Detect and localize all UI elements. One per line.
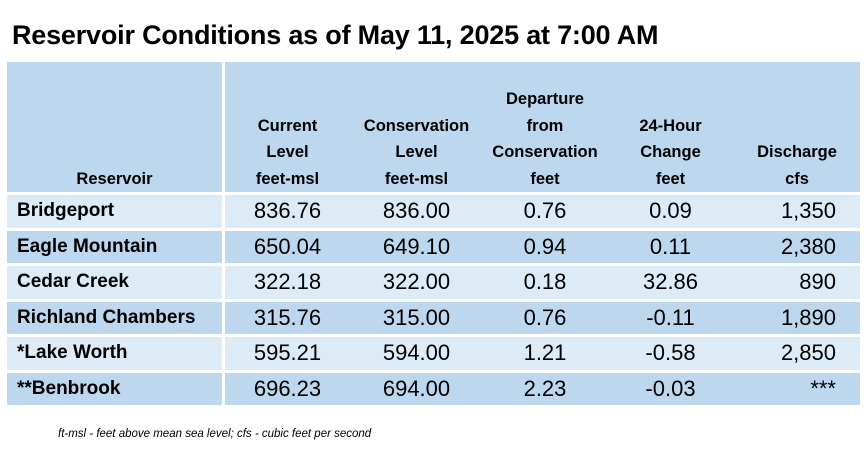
header-line: cfs [785,169,809,188]
reservoir-name: Eagle Mountain [7,227,222,263]
reservoir-name: Cedar Creek [7,263,222,299]
discharge-cell: 1,350 [734,192,860,228]
discharge-cell: 890 [734,263,860,299]
discharge-cell: *** [734,369,860,405]
header-discharge: Discharge cfs [734,62,860,192]
conservation-level-cell: 594.00 [350,334,483,370]
header-reservoir: Reservoir [7,62,222,192]
departure-cell: 1.21 [483,334,607,370]
departure-cell: 0.18 [483,263,607,299]
header-line: Conservation [363,116,470,135]
reservoir-name: *Lake Worth [7,334,222,370]
reservoir-table: Reservoir Current Level feet-msl Conserv… [7,62,860,405]
current-level-cell: 595.21 [222,334,350,370]
reservoir-name: Richland Chambers [7,298,222,334]
current-level-cell: 322.18 [222,263,350,299]
header-line: feet-msl [255,169,320,188]
header-line: from [526,116,564,135]
current-level-cell: 696.23 [222,369,350,405]
discharge-cell: 1,890 [734,298,860,334]
departure-cell: 0.94 [483,227,607,263]
header-line: Reservoir [76,169,153,188]
header-conservation-level: Conservation Level feet-msl [350,62,483,192]
current-level-cell: 836.76 [222,192,350,228]
header-line: Conservation [492,143,598,161]
change-cell: -0.58 [607,334,734,370]
table-row: Bridgeport 836.76 836.00 0.76 0.09 1,350 [7,192,860,228]
change-cell: -0.03 [607,369,734,405]
header-line: Level [266,143,309,161]
page-title: Reservoir Conditions as of May 11, 2025 … [12,20,659,50]
header-line: feet-msl [384,169,449,188]
header-line: Discharge [757,143,837,161]
current-level-cell: 650.04 [222,227,350,263]
conservation-level-cell: 694.00 [350,369,483,405]
table-row: Richland Chambers 315.76 315.00 0.76 -0.… [7,298,860,334]
table-row: Eagle Mountain 650.04 649.10 0.94 0.11 2… [7,227,860,263]
conservation-level-cell: 836.00 [350,192,483,228]
departure-cell: 2.23 [483,369,607,405]
discharge-cell: 2,380 [734,227,860,263]
reservoir-name: Bridgeport [7,192,222,228]
table-row: **Benbrook 696.23 694.00 2.23 -0.03 *** [7,369,860,405]
header-line: Current [257,116,318,135]
table-header-row: Reservoir Current Level feet-msl Conserv… [7,62,860,192]
discharge-cell: 2,850 [734,334,860,370]
header-line: 24-Hour [639,116,702,135]
header-current-level: Current Level feet-msl [222,62,350,192]
header-24-hour-change: 24-Hour Change feet [607,62,734,192]
header-line: Change [640,143,701,161]
reservoir-name: **Benbrook [7,369,222,405]
change-cell: 0.11 [607,227,734,263]
header-departure: Departure from Conservation feet [483,62,607,192]
change-cell: 32.86 [607,263,734,299]
current-level-cell: 315.76 [222,298,350,334]
change-cell: 0.09 [607,192,734,228]
header-line: feet [530,169,560,188]
conservation-level-cell: 315.00 [350,298,483,334]
conservation-level-cell: 322.00 [350,263,483,299]
conservation-level-cell: 649.10 [350,227,483,263]
footnote: ft-msl - feet above mean sea level; cfs … [58,428,372,440]
header-line: Departure [506,90,584,108]
header-line: feet [655,169,686,188]
table-row: *Lake Worth 595.21 594.00 1.21 -0.58 2,8… [7,334,860,370]
table-row: Cedar Creek 322.18 322.00 0.18 32.86 890 [7,263,860,299]
header-line: Level [395,143,438,161]
change-cell: -0.11 [607,298,734,334]
departure-cell: 0.76 [483,192,607,228]
departure-cell: 0.76 [483,298,607,334]
